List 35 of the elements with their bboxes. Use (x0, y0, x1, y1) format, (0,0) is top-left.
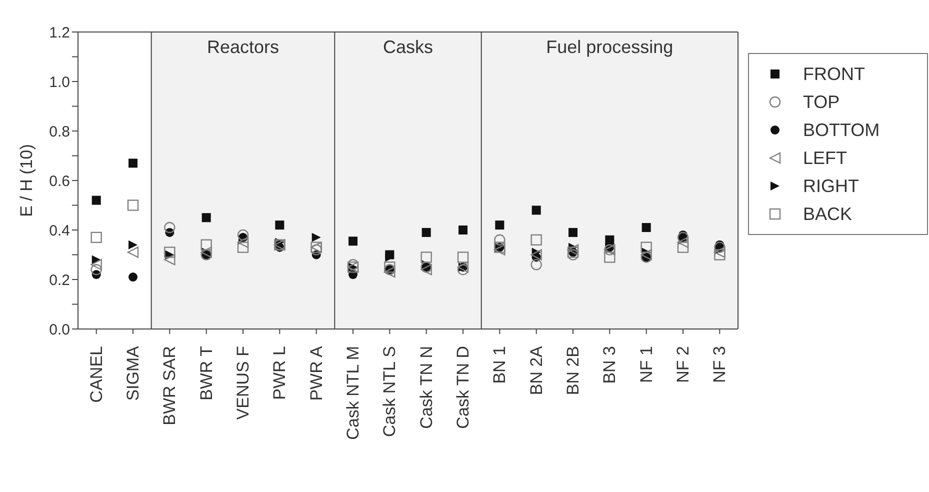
x-tick-label: BN 1 (490, 346, 510, 384)
x-tick-label: SIGMA (124, 345, 142, 401)
y-tick-label: 0.8 (49, 123, 70, 140)
legend-label: BACK (803, 204, 852, 224)
x-tick-label: NF 1 (636, 346, 656, 383)
x-tick-label: BN 2A (526, 345, 546, 396)
x-tick-label: Cask TN N (416, 346, 436, 429)
x-tick-label: PWR A (306, 345, 326, 401)
x-tick-label: NF 2 (674, 346, 692, 383)
x-tick-label: CANEL (86, 346, 106, 403)
x-tick-label: Cask TN D (454, 346, 472, 429)
legend-label: FRONT (803, 64, 865, 84)
legend-label: BOTTOM (803, 120, 880, 140)
band-label: Casks (382, 36, 434, 57)
x-tick-label: BN 3 (600, 346, 620, 384)
x-tick-label: VENUS F (234, 346, 252, 420)
legend-label: LEFT (803, 148, 848, 168)
x-tick-label: BWR SAR (160, 346, 180, 426)
x-tick-label: Cask NTL S (380, 346, 400, 438)
x-tick-label: BN 2B (564, 346, 582, 396)
y-tick-label: 0.2 (49, 272, 70, 289)
y-tick-label: 1.0 (49, 74, 70, 91)
y-axis-title: E / H (10) (17, 144, 36, 217)
band-label: Reactors (206, 36, 280, 57)
y-tick-label: 0.4 (49, 222, 70, 240)
x-tick-label: NF 3 (710, 346, 730, 383)
legend-label: RIGHT (803, 176, 859, 196)
y-tick-label: 1.2 (49, 24, 70, 42)
x-tick-label: BWR T (196, 346, 216, 400)
x-tick-label: PWR L (270, 346, 290, 400)
legend-label: TOP (803, 92, 840, 112)
y-tick-label: 0.0 (49, 321, 70, 338)
band-label: Fuel processing (546, 36, 674, 57)
y-tick-label: 0.6 (49, 172, 70, 190)
x-tick-label: Cask NTL M (344, 346, 362, 440)
